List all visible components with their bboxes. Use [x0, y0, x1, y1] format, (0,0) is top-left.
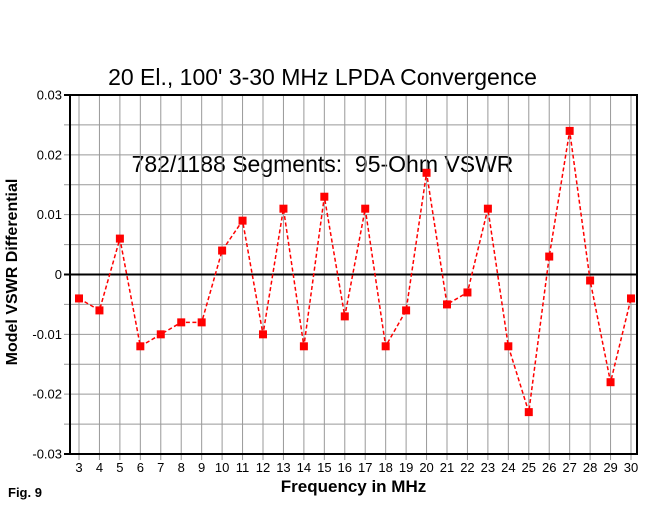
x-tick-label: 16	[338, 460, 352, 475]
x-tick-label: 14	[297, 460, 311, 475]
x-tick-label: 9	[198, 460, 205, 475]
x-tick-label: 5	[116, 460, 123, 475]
data-point-marker	[320, 192, 329, 201]
data-point-marker	[504, 342, 513, 351]
y-tick-label: 0	[55, 267, 62, 282]
data-point-marker	[340, 312, 349, 321]
data-point-marker	[95, 306, 104, 315]
y-tick-label: 0.01	[37, 207, 62, 222]
x-axis-title: Frequency in MHz	[280, 477, 427, 496]
chart-title-line-1: 20 El., 100' 3-30 MHz LPDA Convergence	[108, 64, 537, 90]
data-point-marker	[259, 330, 267, 339]
data-point-marker	[422, 168, 431, 177]
data-point-marker	[524, 408, 533, 417]
data-point-marker	[177, 318, 186, 327]
data-point-marker	[402, 306, 411, 315]
data-point-marker	[463, 288, 472, 297]
data-point-marker	[156, 330, 165, 339]
x-tick-label: 25	[522, 460, 536, 475]
x-tick-label: 11	[236, 460, 250, 475]
x-tick-label: 19	[399, 460, 413, 475]
data-point-marker	[238, 216, 247, 225]
data-point-marker	[197, 318, 206, 327]
data-point-marker	[483, 204, 492, 213]
x-tick-label: 23	[481, 460, 495, 475]
x-tick-label: 30	[624, 460, 638, 475]
x-tick-label: 13	[276, 460, 290, 475]
x-tick-label: 4	[96, 460, 103, 475]
data-point-marker	[299, 342, 308, 351]
data-point-marker	[606, 378, 615, 387]
data-point-marker	[443, 300, 451, 309]
data-point-marker	[279, 204, 288, 213]
y-axis-title: Model VSWR Differential	[4, 178, 21, 366]
series-line	[78, 130, 632, 413]
y-tick-label: -0.01	[32, 327, 62, 342]
x-tick-label: 27	[562, 460, 576, 475]
x-tick-label: 6	[137, 460, 144, 475]
x-tick-label: 18	[378, 460, 392, 475]
x-tick-label: 22	[460, 460, 474, 475]
chart-title: 20 El., 100' 3-30 MHz LPDA Convergence 7…	[0, 5, 645, 237]
x-tick-label: 21	[440, 460, 454, 475]
x-tick-label: 17	[358, 460, 372, 475]
data-point-marker	[545, 252, 554, 261]
figure-caption: Fig. 9	[8, 485, 42, 500]
data-point-marker	[136, 342, 145, 351]
data-point-marker	[565, 126, 574, 135]
y-tick-label: 0.02	[37, 147, 62, 162]
data-point-marker	[115, 234, 124, 243]
x-tick-label: 12	[256, 460, 270, 475]
x-tick-label: 20	[419, 460, 433, 475]
data-point-marker	[381, 342, 390, 351]
x-tick-label: 10	[215, 460, 229, 475]
data-point-marker	[75, 294, 83, 303]
y-tick-label: -0.02	[32, 387, 62, 402]
x-tick-label: 24	[501, 460, 515, 475]
data-point-marker	[586, 276, 595, 285]
x-tick-label: 15	[317, 460, 331, 475]
x-tick-label: 8	[178, 460, 185, 475]
x-tick-label: 7	[157, 460, 164, 475]
y-tick-label: 0.03	[37, 88, 62, 103]
data-point-marker	[627, 294, 635, 303]
x-tick-label: 28	[583, 460, 597, 475]
data-point-marker	[218, 246, 227, 255]
x-tick-label: 26	[542, 460, 556, 475]
x-tick-label: 3	[75, 460, 82, 475]
x-tick-label: 29	[603, 460, 617, 475]
data-point-marker	[361, 204, 370, 213]
y-tick-label: -0.03	[32, 447, 62, 462]
